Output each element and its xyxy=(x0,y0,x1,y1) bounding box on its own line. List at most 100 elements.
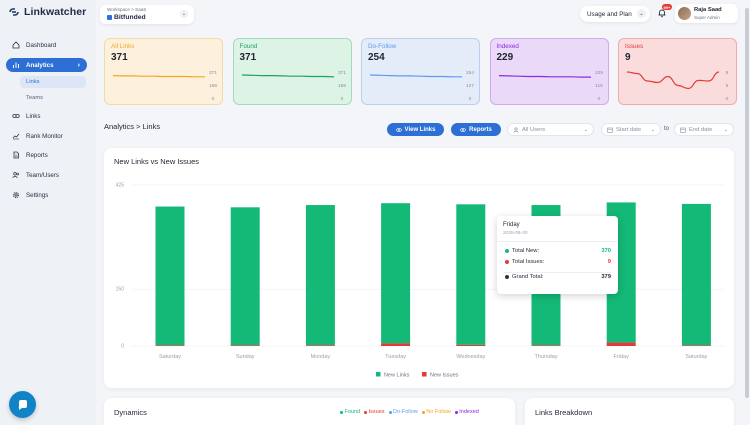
usage-plan-label: Usage and Plan xyxy=(587,10,632,18)
bar-new-issues xyxy=(606,342,636,346)
breadcrumb: Analytics > Links xyxy=(104,122,161,131)
stat-card-issues[interactable]: Issues 9 9 5 0 xyxy=(618,38,737,105)
legend-dot xyxy=(505,260,509,264)
sparkline: 371 186 0 xyxy=(112,70,217,102)
stat-card-value: 9 xyxy=(625,52,631,63)
chat-button[interactable] xyxy=(9,391,36,418)
dynamics-card: Dynamics Found Issues Do-Follow No Follo… xyxy=(104,398,515,425)
start-date-input[interactable]: Start date ⌄ xyxy=(601,123,661,136)
tooltip-value-issues: 9 xyxy=(607,259,611,265)
view-links-button[interactable]: View Links xyxy=(387,123,444,136)
user-icon xyxy=(513,126,519,133)
stat-card-title: Indexed xyxy=(496,43,519,50)
workspace-switcher[interactable]: Workspace > SaaS Bitfunded ⌄ xyxy=(100,5,194,24)
legend-dot xyxy=(421,410,425,414)
tooltip-value-total: 379 xyxy=(601,274,611,280)
tooltip-value-new: 370 xyxy=(601,248,611,254)
workspace-name-text: Bitfunded xyxy=(114,13,146,21)
chat-icon xyxy=(18,399,27,410)
view-links-label: View Links xyxy=(404,126,436,133)
stat-card-indexed[interactable]: Indexed 229 229 115 0 xyxy=(489,38,609,105)
users-select[interactable]: All Users ⌄ xyxy=(507,123,594,136)
sidebar-item-settings[interactable]: Settings xyxy=(6,188,87,202)
x-tick-label: Saturday xyxy=(159,354,181,360)
sparkline-tick: 0 xyxy=(340,96,343,102)
legend-item-no-follow[interactable]: No Follow xyxy=(421,409,451,415)
workspace-icon xyxy=(107,14,112,20)
reports-label: Reports xyxy=(469,126,492,133)
sidebar-item-analytics[interactable]: Analytics › xyxy=(6,58,87,72)
sidebar-item-reports[interactable]: Reports xyxy=(6,148,87,162)
legend-item-found[interactable]: Found xyxy=(340,409,360,415)
tooltip-row-issues: Total Issues: 9 xyxy=(505,259,611,265)
bar-new-issues xyxy=(531,345,561,346)
sidebar-item-team-users[interactable]: Team/Users xyxy=(6,168,87,182)
end-date-placeholder: End date xyxy=(689,126,713,133)
legend-item-issues[interactable]: Issues xyxy=(364,409,385,415)
file-icon xyxy=(13,151,19,159)
user-role: Super Admin xyxy=(694,15,720,20)
stat-card-value: 254 xyxy=(368,52,385,63)
reports-button[interactable]: Reports xyxy=(451,123,501,136)
tooltip-row-new: Total New: 370 xyxy=(505,248,611,254)
legend-item-do-follow[interactable]: Do-Follow xyxy=(388,409,418,415)
stat-card-title: Do-Follow xyxy=(368,43,397,50)
legend-label: Do-Follow xyxy=(393,409,418,415)
sparkline-tick: 127 xyxy=(466,83,474,89)
stat-card-title: Found xyxy=(239,43,258,50)
bell-icon[interactable] xyxy=(657,8,667,18)
sparkline-tick: 371 xyxy=(209,70,217,76)
brand-name: Linkwatcher xyxy=(24,6,87,18)
calendar-icon xyxy=(607,127,613,133)
y-tick-label: 150 xyxy=(116,287,125,293)
stat-card-all-links[interactable]: All Links 371 371 186 0 xyxy=(104,38,223,105)
sidebar-item-links[interactable]: Links xyxy=(6,109,87,123)
sidebar-subitem-links[interactable]: Links xyxy=(20,76,86,88)
notification-badge: 99+ xyxy=(662,4,672,10)
sparkline-tick: 115 xyxy=(595,83,603,89)
legend-item-indexed[interactable]: Indexed xyxy=(454,409,479,415)
scrollbar-thumb[interactable] xyxy=(745,8,749,398)
tooltip-label: Total New: xyxy=(512,248,540,254)
sidebar-subitem-teams[interactable]: Teams xyxy=(26,95,44,101)
x-tick-label: Tuesday xyxy=(385,354,406,360)
dynamics-title: Dynamics xyxy=(114,408,147,417)
brand[interactable]: Linkwatcher xyxy=(8,6,86,18)
sidebar-item-rank-monitor[interactable]: Rank Monitor xyxy=(6,129,87,143)
sparkline-tick: 9 xyxy=(726,70,729,76)
user-menu[interactable]: Raja Saad Super Admin xyxy=(675,4,738,23)
sparkline-tick: 186 xyxy=(337,83,345,89)
brand-logo-icon xyxy=(9,8,19,16)
usage-plan-button[interactable]: Usage and Plan ⌄ xyxy=(580,6,650,22)
dynamics-legend: Found Issues Do-Follow No Follow Indexed xyxy=(340,409,479,415)
chevron-down-icon: ⌄ xyxy=(583,126,588,133)
sidebar-item-label: Links xyxy=(26,112,41,120)
tooltip-day: Friday xyxy=(503,222,520,228)
bar-new-links xyxy=(681,203,711,346)
sparkline-line xyxy=(626,71,720,90)
sidebar-item-label: Dashboard xyxy=(26,41,57,49)
stat-card-value: 229 xyxy=(496,52,514,63)
sparkline-line xyxy=(369,74,462,78)
sidebar-item-dashboard[interactable]: Dashboard xyxy=(6,38,87,52)
calendar-icon xyxy=(680,127,686,133)
bar-new-issues xyxy=(456,344,486,346)
end-date-input[interactable]: End date ⌄ xyxy=(674,123,734,136)
y-tick-label: 0 xyxy=(121,344,124,350)
bar-chart-icon xyxy=(13,62,19,68)
sidebar: Linkwatcher Dashboard Analytics › Links … xyxy=(0,0,96,425)
stat-card-found[interactable]: Found 371 371 186 0 xyxy=(232,38,352,105)
stat-card-value: 371 xyxy=(239,52,257,63)
stat-card-do-follow[interactable]: Do-Follow 254 254 127 0 xyxy=(361,38,480,105)
legend-dot xyxy=(505,249,509,253)
gear-icon xyxy=(12,191,20,199)
sparkline-tick: 371 xyxy=(337,70,345,76)
stat-card-title: All Links xyxy=(111,43,135,50)
tooltip-divider xyxy=(503,272,611,273)
bar-new-issues xyxy=(381,343,411,346)
x-tick-label: Sunday xyxy=(236,354,255,360)
bar-new-links xyxy=(381,203,411,344)
sidebar-item-label: Analytics xyxy=(26,61,54,69)
bar-new-issues xyxy=(155,345,185,346)
bar-new-links xyxy=(230,207,260,346)
